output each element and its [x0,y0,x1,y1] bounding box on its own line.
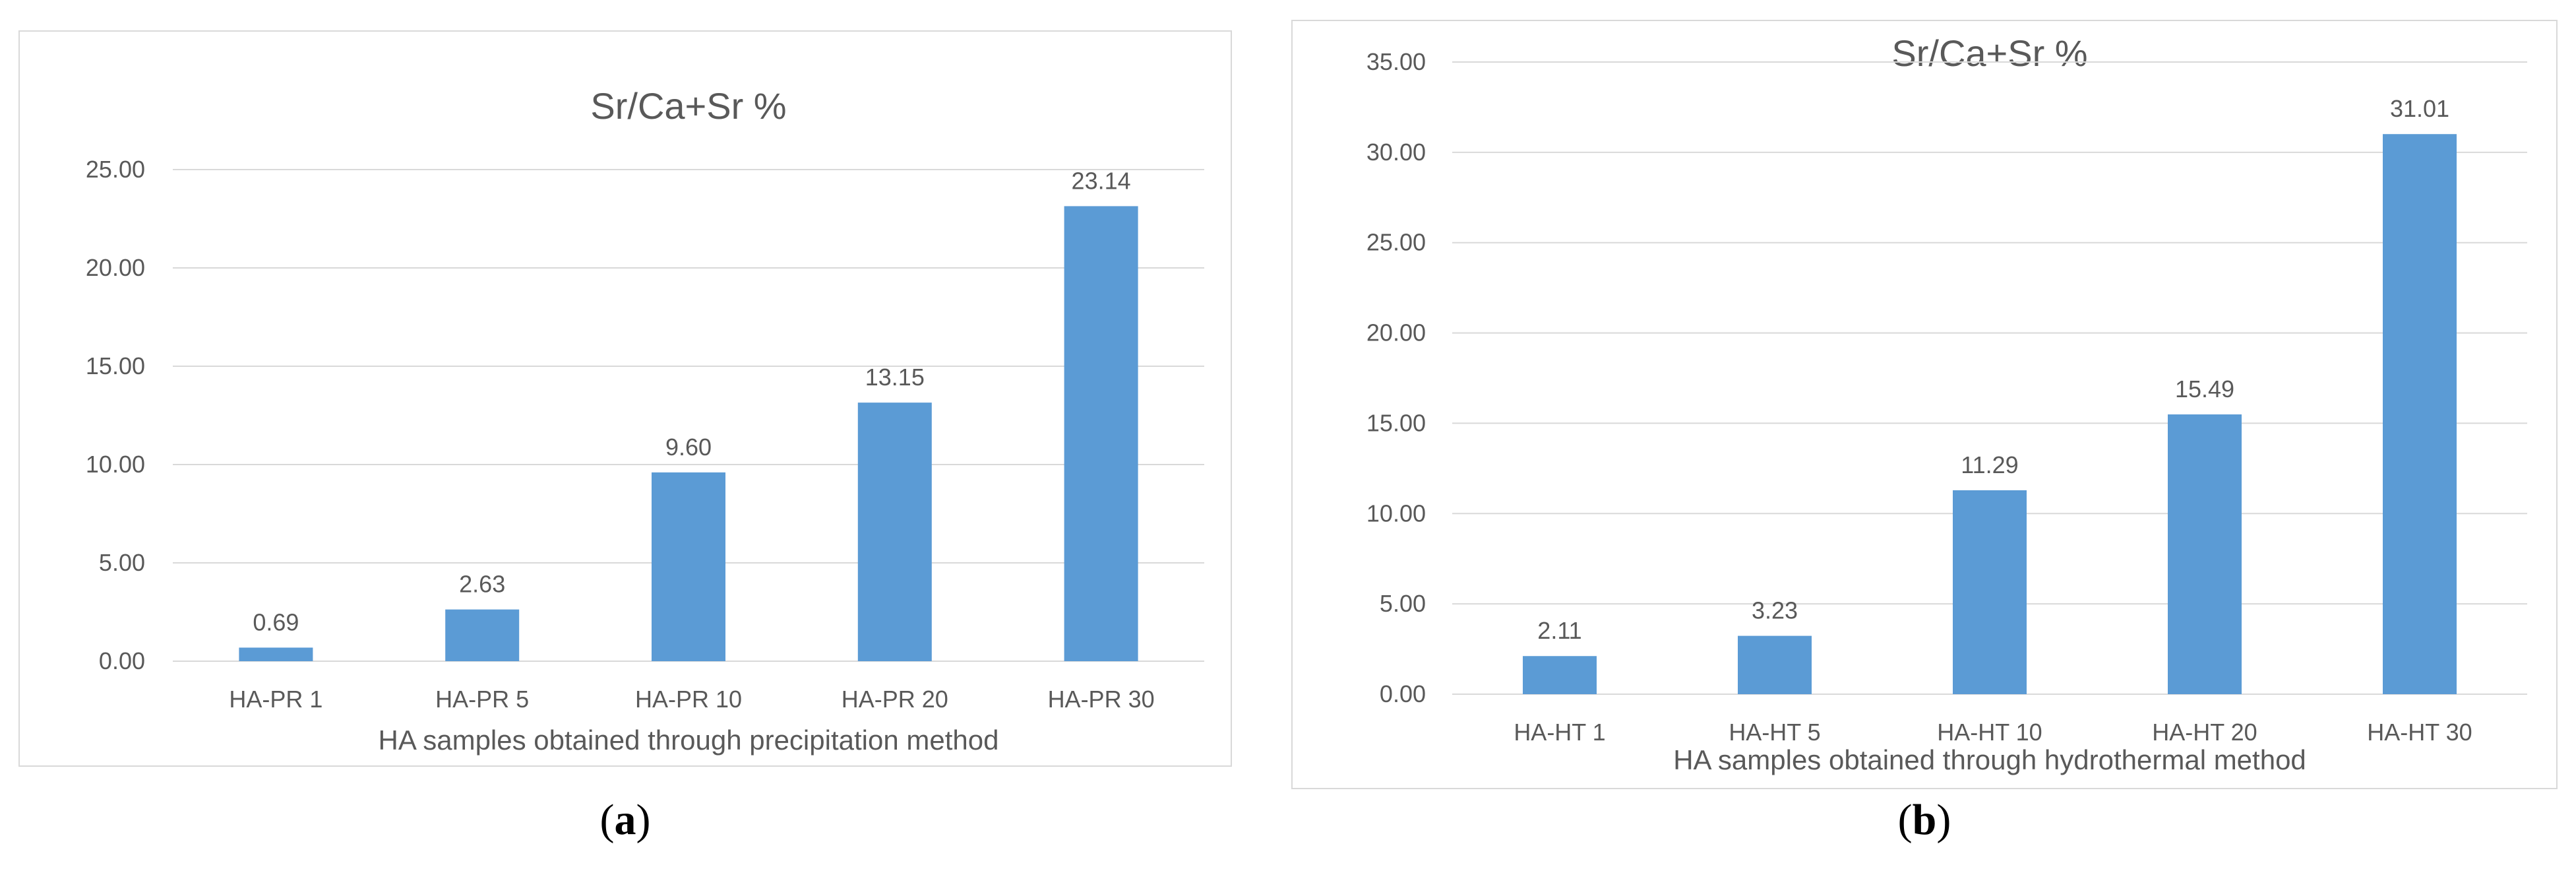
caption-b: (b) [1897,796,1951,844]
data-label: 11.29 [1961,451,2018,478]
y-tick-label: 20.00 [1366,319,1426,346]
y-tick-label: 35.00 [1366,48,1426,75]
caption-a: (a) [599,796,651,844]
x-tick-label: HA-HT 1 [1514,719,1605,746]
x-tick-label: HA-HT 20 [2152,719,2257,746]
y-tick-label: 5.00 [99,549,145,576]
data-label: 15.49 [2175,375,2234,403]
bar [2168,414,2242,694]
x-tick-label: HA-PR 20 [842,686,948,713]
y-tick-label: 30.00 [1366,139,1426,166]
x-tick-label: HA-HT 30 [2367,719,2472,746]
y-tick-label: 5.00 [1380,590,1426,617]
bar [652,472,725,661]
y-tick-label: 15.00 [86,352,145,379]
bar [445,609,520,661]
y-tick-label: 10.00 [86,451,145,478]
y-tick-label: 0.00 [1380,680,1426,707]
caption-b-letter: b [1912,796,1937,844]
y-tick-label: 20.00 [86,254,145,281]
y-tick-label: 0.00 [99,647,145,674]
bar [239,647,313,661]
x-tick-label: HA-PR 1 [229,686,322,713]
x-tick-label: HA-HT 5 [1729,719,1820,746]
chart-panel-b: Sr/Ca+Sr % 0.00 5.00 10.00 15.00 20.00 25.00 30… [1291,20,2558,789]
x-tick-label: HA-PR 10 [635,686,742,713]
data-label: 3.23 [1752,597,1798,624]
bar [1064,206,1138,662]
y-tick-label: 15.00 [1366,409,1426,436]
y-tick-label: 25.00 [86,156,145,183]
x-tick-label: HA-HT 10 [1937,719,2042,746]
chart-title: Sr/Ca+Sr % [1891,32,2087,74]
y-tick-label: 10.00 [1366,500,1426,527]
x-tick-label: HA-PR 5 [435,686,529,713]
caption-a-letter: a [614,796,636,844]
data-label: 2.11 [1537,617,1581,644]
bar [857,403,932,661]
x-axis-label: HA samples obtained through precipitatio… [379,725,999,756]
bar-chart-a: Sr/Ca+Sr % 0.00 5.00 10.00 15.00 20.00 25.00 0.… [86,85,1204,756]
data-label: 31.01 [2390,95,2449,122]
data-label: 13.15 [865,364,925,391]
data-label: 2.63 [459,571,505,598]
data-label: 9.60 [665,434,712,461]
y-tick-label: 25.00 [1366,229,1426,256]
data-label: 23.14 [1072,167,1131,194]
bar [1523,656,1597,694]
chart-title: Sr/Ca+Sr % [590,85,786,127]
bar [2383,134,2457,694]
bar [1953,490,2027,694]
x-axis-label: HA samples obtained through hydrothermal… [1673,744,2306,775]
bar-chart-b: Sr/Ca+Sr % 0.00 5.00 10.00 15.00 20.00 25.00 30… [1366,32,2527,775]
chart-panel-a: Sr/Ca+Sr % 0.00 5.00 10.00 15.00 20.00 25.00 0.… [18,30,1232,767]
x-tick-label: HA-PR 30 [1048,686,1155,713]
data-label: 0.69 [253,608,299,635]
bar [1738,635,1812,694]
